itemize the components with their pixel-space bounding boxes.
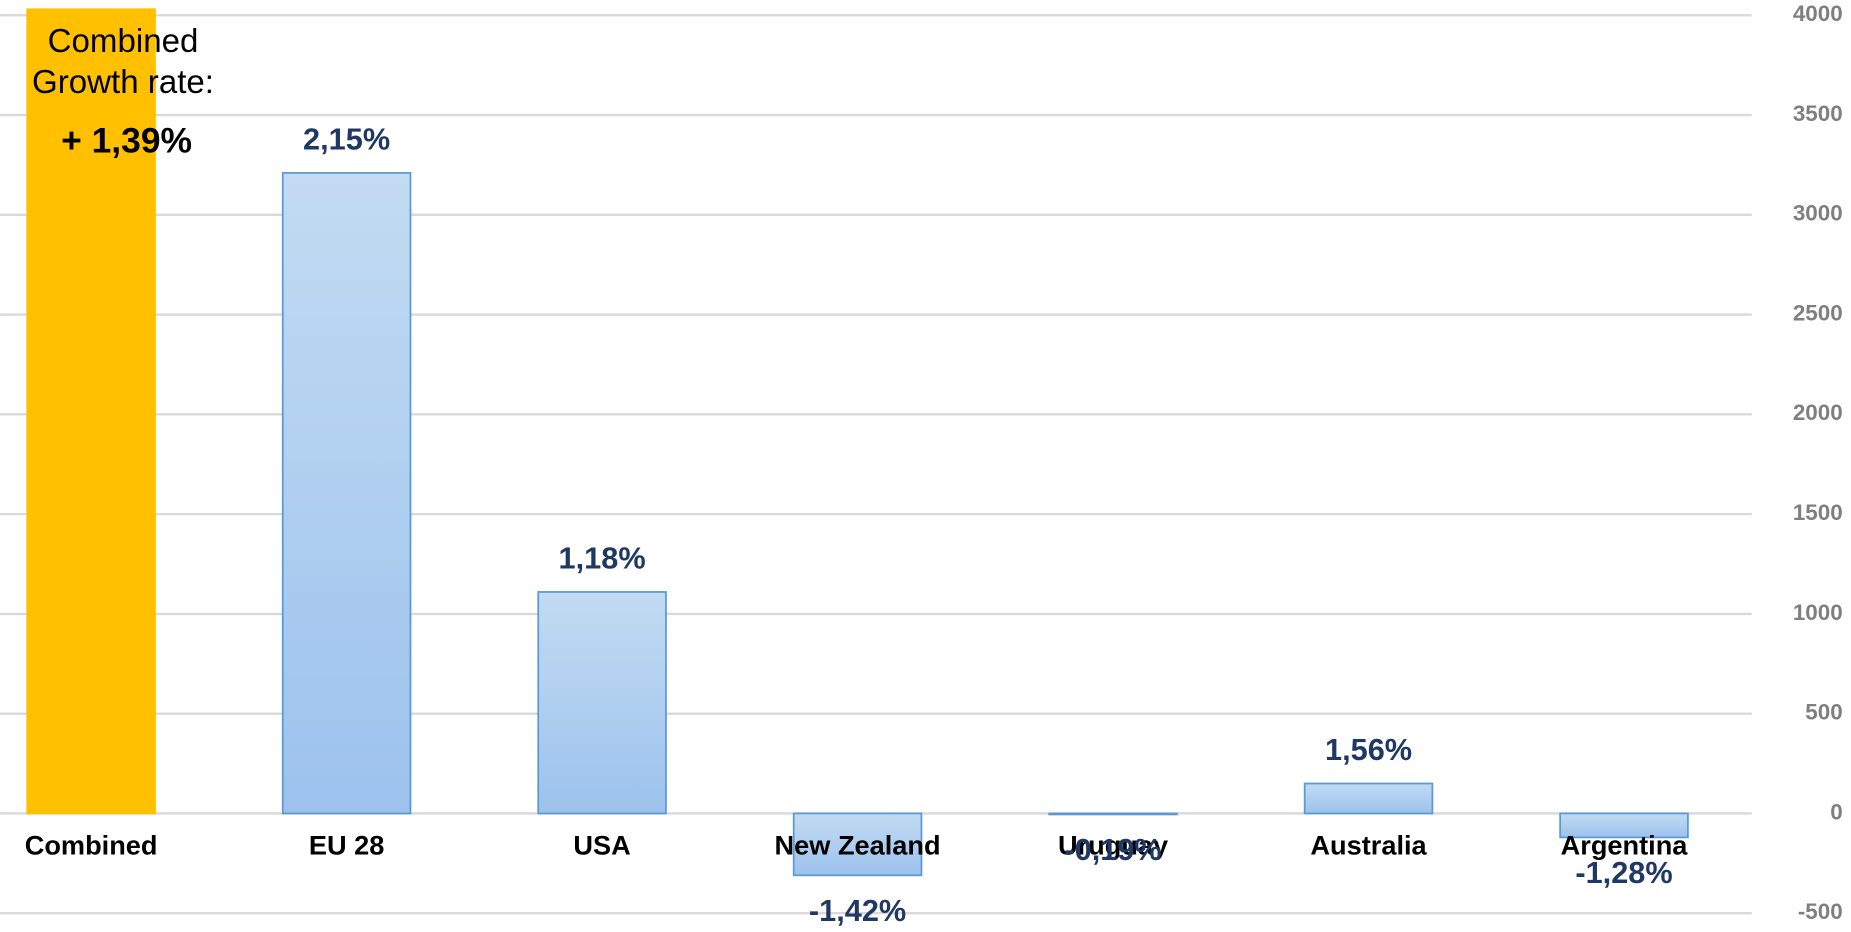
growth-label: -1,42% [809, 894, 906, 928]
y-tick-label: 3000 [1793, 201, 1843, 226]
growth-label: 1,56% [1325, 733, 1412, 767]
y-tick-label: 2500 [1793, 301, 1843, 326]
growth-label: -0,19% [1064, 833, 1161, 867]
bar [1559, 812, 1689, 839]
x-tick-label: USA [573, 830, 630, 861]
y-tick-label: 1000 [1793, 600, 1843, 625]
bar [281, 172, 412, 815]
y-tick-label: -500 [1798, 899, 1843, 924]
growth-label: + 1,39% [61, 122, 192, 161]
y-tick-label: 1500 [1793, 500, 1843, 525]
x-tick-label: Argentina [1561, 830, 1689, 861]
growth-label: -1,28% [1575, 856, 1672, 890]
annotation: Combined [48, 22, 199, 59]
y-tick-label: 4000 [1793, 1, 1843, 26]
bar [26, 8, 156, 815]
x-tick-label: Combined [25, 830, 158, 861]
annotation: Growth rate: [32, 63, 214, 100]
y-tick-label: 3500 [1793, 101, 1843, 126]
bar [537, 591, 667, 815]
y-tick-label: 0 [1830, 799, 1842, 824]
x-tick-label: Australia [1310, 830, 1427, 861]
x-tick-label: EU 28 [309, 830, 385, 861]
bar [792, 812, 923, 877]
x-tick-label: New Zealand [775, 830, 941, 861]
y-tick-label: 500 [1805, 700, 1842, 725]
bar [1303, 782, 1434, 815]
growth-label: 2,15% [303, 122, 390, 156]
bar [1048, 812, 1178, 816]
growth-label: 1,18% [559, 541, 646, 575]
y-tick-label: 2000 [1793, 400, 1843, 425]
x-tick-label: Uruguay [1058, 830, 1168, 861]
